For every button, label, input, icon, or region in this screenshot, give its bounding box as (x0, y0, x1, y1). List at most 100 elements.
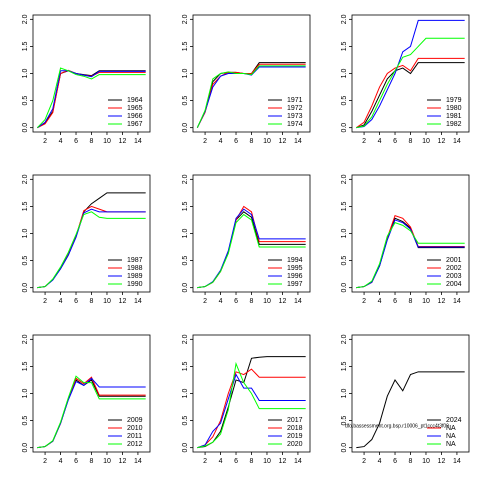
x-tick-label: 4 (378, 138, 382, 145)
x-tick-label: 2 (43, 138, 47, 145)
legend-label: 1965 (127, 105, 143, 112)
y-tick-label: 1.5 (182, 201, 189, 211)
y-tick-label: 1.0 (22, 69, 29, 79)
x-tick-label: 2 (362, 298, 366, 305)
x-tick-label: 12 (279, 138, 287, 145)
series-line (37, 208, 146, 289)
series-line (37, 375, 146, 449)
legend-label: 2003 (446, 273, 462, 280)
y-tick-label: 0.0 (22, 123, 29, 133)
x-tick-label: 4 (219, 458, 223, 465)
x-tick-label: 6 (74, 138, 78, 145)
x-tick-label: 12 (279, 458, 287, 465)
y-tick-label: 2.0 (22, 14, 29, 24)
y-tick-label: 1.5 (341, 41, 348, 51)
x-tick-label: 6 (393, 458, 397, 465)
x-tick-label: 6 (234, 458, 238, 465)
y-tick-label: 0.5 (182, 416, 189, 426)
y-tick-label: 1.5 (341, 361, 348, 371)
legend-label: NA (446, 425, 456, 432)
x-tick-label: 10 (422, 138, 430, 145)
y-tick-label: 1.0 (341, 389, 348, 399)
y-tick-label: 0.5 (182, 96, 189, 106)
legend-label: 1974 (287, 121, 303, 128)
x-tick-label: 10 (263, 298, 271, 305)
x-tick-label: 14 (453, 298, 461, 305)
legend-label: 2011 (127, 433, 142, 440)
x-tick-label: 10 (103, 138, 111, 145)
x-tick-label: 14 (134, 138, 142, 145)
y-tick-label: 1.0 (182, 389, 189, 399)
x-tick-label: 2 (203, 138, 207, 145)
legend-label: 1967 (127, 121, 143, 128)
legend-label: 1996 (287, 273, 303, 280)
y-tick-label: 1.5 (22, 201, 29, 211)
x-tick-label: 12 (279, 298, 287, 305)
y-tick-label: 0.5 (341, 96, 348, 106)
x-tick-label: 14 (294, 138, 302, 145)
x-tick-label: 2 (203, 458, 207, 465)
legend-label: 2012 (127, 441, 143, 448)
legend-label: 2018 (287, 425, 303, 432)
y-tick-label: 1.0 (341, 69, 348, 79)
legend-label: 1995 (287, 265, 303, 272)
x-tick-label: 6 (393, 138, 397, 145)
y-tick-label: 0.5 (341, 256, 348, 266)
y-tick-label: 0.0 (341, 123, 348, 133)
legend-label: 2002 (446, 265, 462, 272)
legend-label: 2001 (446, 257, 462, 264)
legend-label: 1972 (287, 105, 303, 112)
series-line (197, 368, 306, 449)
series-line (356, 19, 465, 129)
x-tick-label: 8 (409, 458, 413, 465)
x-tick-label: 14 (294, 458, 302, 465)
x-tick-label: 12 (119, 458, 127, 465)
x-tick-label: 6 (234, 298, 238, 305)
y-tick-label: 1.0 (22, 389, 29, 399)
legend-label: 2004 (446, 281, 462, 288)
x-tick-label: 4 (219, 298, 223, 305)
y-tick-label: 1.5 (341, 201, 348, 211)
series-line (197, 213, 306, 289)
y-tick-label: 0.5 (341, 416, 348, 426)
y-tick-label: 1.5 (22, 361, 29, 371)
legend-label: 2017 (287, 417, 303, 424)
legend-label: 1971 (287, 97, 303, 104)
y-tick-label: 1.5 (22, 41, 29, 51)
x-tick-label: 6 (74, 298, 78, 305)
series-line (36, 67, 146, 129)
y-tick-label: 0.5 (22, 256, 29, 266)
series-line (196, 63, 306, 128)
y-tick-label: 2.0 (182, 334, 189, 344)
series-line (356, 57, 465, 129)
x-tick-label: 6 (393, 298, 397, 305)
y-tick-label: 1.0 (341, 229, 348, 239)
x-tick-label: 12 (119, 138, 127, 145)
series-line (356, 62, 465, 129)
y-tick-label: 0.0 (182, 443, 189, 453)
y-tick-label: 0.0 (341, 283, 348, 293)
x-tick-label: 2 (362, 138, 366, 145)
y-tick-label: 0.0 (182, 123, 189, 133)
series-line (197, 356, 306, 449)
x-tick-label: 4 (219, 138, 223, 145)
series-line (356, 371, 465, 449)
x-tick-label: 8 (90, 138, 94, 145)
x-tick-label: 10 (103, 298, 111, 305)
legend-label: 2010 (127, 425, 143, 432)
series-line (197, 361, 306, 449)
x-tick-label: 4 (59, 458, 63, 465)
x-tick-label: 10 (263, 458, 271, 465)
series-line (356, 219, 465, 289)
y-tick-label: 0.5 (22, 416, 29, 426)
x-tick-label: 8 (90, 298, 94, 305)
legend-label: 2024 (446, 417, 462, 424)
y-tick-label: 1.5 (182, 41, 189, 51)
y-tick-label: 1.5 (182, 361, 189, 371)
x-tick-label: 2 (203, 298, 207, 305)
legend-label: 1987 (127, 257, 143, 264)
series-line (37, 211, 146, 289)
x-tick-label: 14 (453, 458, 461, 465)
legend-label: 1988 (127, 265, 143, 272)
